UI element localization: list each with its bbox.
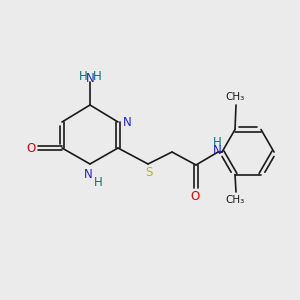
Text: S: S	[145, 167, 153, 179]
Text: CH₃: CH₃	[225, 195, 244, 205]
Text: H: H	[94, 176, 102, 190]
Text: N: N	[84, 169, 92, 182]
Text: O: O	[190, 190, 200, 202]
Text: O: O	[26, 142, 36, 154]
Text: H: H	[79, 70, 87, 83]
Text: H: H	[213, 136, 221, 148]
Text: N: N	[85, 73, 94, 85]
Text: N: N	[123, 116, 131, 128]
Text: H: H	[93, 70, 101, 83]
Text: CH₃: CH₃	[225, 92, 244, 102]
Text: N: N	[213, 145, 221, 158]
